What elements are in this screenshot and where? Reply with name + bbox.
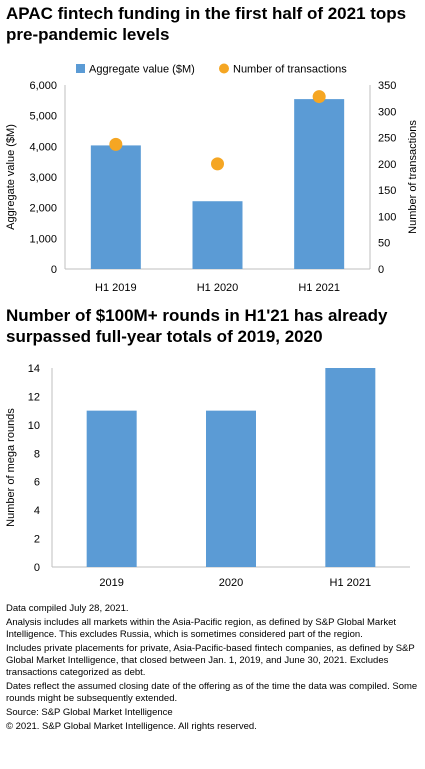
right-tick-label: 0: [378, 264, 384, 276]
legend-label-aggregate-value: Aggregate value ($M): [89, 64, 195, 76]
y-tick-label: 6: [34, 477, 40, 489]
y-tick-label: 4: [34, 505, 40, 517]
bar-mega-rounds: [86, 410, 137, 567]
right-tick-label: 250: [378, 133, 396, 145]
funding-combo-chart: Aggregate value ($M) Number of transactio…: [5, 63, 419, 294]
dot-transactions: [312, 90, 326, 104]
right-tick-label: 50: [378, 238, 390, 250]
chart2-title: Number of $100M+ rounds in H1'21 has alr…: [6, 306, 388, 346]
left-axis-title: Aggregate value ($M): [5, 124, 17, 230]
y-tick-label: 8: [34, 448, 40, 460]
right-tick-label: 150: [378, 185, 396, 197]
right-tick-label: 350: [378, 80, 396, 92]
dot-transactions: [109, 137, 123, 151]
x-tick-label: H1 2020: [197, 282, 239, 294]
footnotes: Data compiled July 28, 2021. Analysis in…: [6, 603, 420, 735]
legend-swatch-transactions: [219, 63, 229, 74]
y-tick-label: 14: [28, 363, 40, 375]
x-tick-label: 2020: [219, 577, 243, 589]
bar-mega-rounds: [325, 368, 376, 567]
footnote-source: Source: S&P Global Market Intelligence: [6, 707, 173, 718]
x-tick-label: 2019: [99, 577, 123, 589]
dot-transactions: [211, 157, 224, 171]
mega-rounds-bar-chart: 0 2 4 6 8 10 12 14 2019 2020 H1 2021 Number of mega…: [5, 363, 410, 589]
y-axis-title: Number of mega rounds: [5, 408, 17, 527]
left-tick-label: 6,000: [29, 80, 57, 92]
legend-swatch-aggregate-value: [76, 64, 85, 73]
left-tick-label: 0: [51, 264, 57, 276]
footnote-copyright: © 2021. S&P Global Market Intelligence. …: [6, 721, 257, 732]
y-tick-label: 10: [28, 420, 40, 432]
x-tick-label: H1 2021: [298, 282, 340, 294]
y-tick-label: 12: [28, 391, 40, 403]
footnote-inclusion-criteria: Includes private placements for private,…: [6, 643, 415, 678]
left-tick-label: 4,000: [29, 141, 57, 153]
chart1-title: APAC fintech funding in the first half o…: [6, 4, 407, 44]
x-tick-label: H1 2019: [95, 282, 137, 294]
left-tick-label: 2,000: [29, 203, 57, 215]
bar-aggregate-value: [192, 201, 243, 269]
legend-label-transactions: Number of transactions: [233, 64, 347, 76]
left-tick-label: 3,000: [29, 172, 57, 184]
right-tick-label: 300: [378, 106, 396, 118]
left-tick-label: 5,000: [29, 111, 57, 123]
x-tick-label: H1 2021: [330, 577, 372, 589]
left-tick-label: 1,000: [29, 233, 57, 245]
right-axis-title: Number of transactions: [407, 120, 419, 234]
footnote-data-compiled: Data compiled July 28, 2021.: [6, 603, 129, 614]
right-tick-label: 200: [378, 159, 396, 171]
footnote-analysis-scope: Analysis includes all markets within the…: [6, 617, 397, 640]
bar-aggregate-value: [294, 99, 345, 270]
y-tick-label: 0: [34, 562, 40, 574]
bar-aggregate-value: [90, 145, 141, 269]
right-tick-label: 100: [378, 211, 396, 223]
y-tick-label: 2: [34, 534, 40, 546]
bar-mega-rounds: [206, 410, 256, 567]
footnote-dates: Dates reflect the assumed closing date o…: [6, 681, 418, 704]
